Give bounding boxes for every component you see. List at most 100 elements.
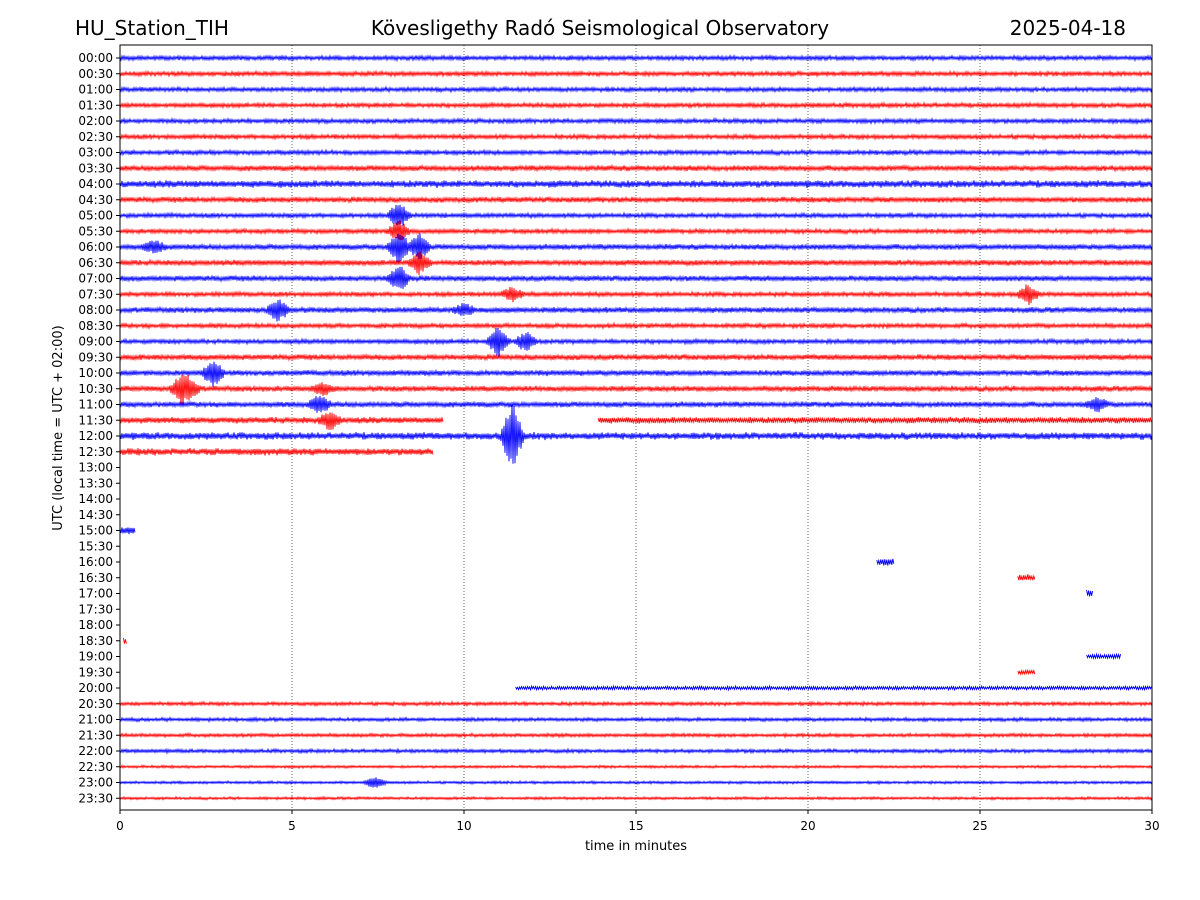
- x-tick-label: 25: [972, 819, 987, 833]
- trace-blue-2000: [515, 684, 1153, 692]
- y-tick-label: 09:30: [78, 350, 113, 364]
- y-tick-label: 19:00: [78, 650, 113, 664]
- y-tick-label: 23:00: [78, 776, 113, 790]
- trace-red-2230: [119, 764, 1153, 770]
- y-tick-label: 03:30: [78, 161, 113, 175]
- trace-red-1130: [119, 412, 444, 431]
- y-tick-label: 15:30: [78, 539, 113, 553]
- trace-blue-2300: [119, 777, 1153, 788]
- y-tick-label: 16:30: [78, 571, 113, 585]
- x-tick-label: 15: [628, 819, 643, 833]
- trace-red-0630: [119, 251, 1153, 276]
- trace-blue-0600: [119, 233, 1153, 264]
- y-tick-label: 18:00: [78, 618, 113, 632]
- trace-blue-1100: [119, 395, 1153, 413]
- y-tick-label: 01:00: [78, 83, 113, 97]
- y-tick-label: 12:00: [78, 429, 113, 443]
- trace-red-0430: [119, 195, 1153, 205]
- trace-red-1130: [597, 416, 1152, 425]
- y-tick-label: 09:00: [78, 335, 113, 349]
- y-tick-label: 11:00: [78, 398, 113, 412]
- trace-blue-0300: [119, 148, 1153, 157]
- trace-blue-1500: [119, 527, 136, 535]
- trace-blue-2200: [119, 747, 1153, 755]
- y-tick-label: 05:00: [78, 209, 113, 223]
- trace-blue-1700: [1086, 589, 1094, 597]
- y-tick-label: 17:00: [78, 587, 113, 601]
- trace-red-1830: [122, 637, 127, 644]
- x-tick-label: 5: [288, 819, 296, 833]
- y-tick-label: 06:00: [78, 240, 113, 254]
- y-tick-label: 10:30: [78, 382, 113, 396]
- y-tick-label: 18:30: [78, 634, 113, 648]
- y-tick-label: 04:30: [78, 193, 113, 207]
- station-name: HU_Station_TIH: [75, 16, 229, 40]
- trace-red-2330: [119, 795, 1153, 801]
- trace-red-0130: [119, 101, 1153, 110]
- y-tick-label: 06:30: [78, 256, 113, 270]
- x-tick-label: 30: [1144, 819, 1159, 833]
- y-tick-label: 02:30: [78, 130, 113, 144]
- trace-blue-0800: [119, 299, 1153, 322]
- trace-blue-2100: [119, 715, 1153, 724]
- y-tick-label: 20:30: [78, 697, 113, 711]
- grid-lines: [291, 45, 981, 810]
- y-tick-label: 12:30: [78, 445, 113, 459]
- trace-blue-0500: [119, 204, 1153, 226]
- chart-title: Kövesligethy Radó Seismological Observat…: [371, 16, 829, 40]
- y-axis-label: UTC (local time = UTC + 02:00): [51, 325, 66, 530]
- y-tick-label: 15:00: [78, 524, 113, 538]
- trace-red-1930: [1017, 668, 1036, 676]
- trace-red-0930: [119, 353, 1153, 362]
- trace-blue-1600: [876, 558, 895, 566]
- y-tick-label: 20:00: [78, 681, 113, 695]
- y-tick-label: 14:30: [78, 508, 113, 522]
- y-tick-label: 21:30: [78, 728, 113, 742]
- x-tick-label: 10: [456, 819, 471, 833]
- y-tick-label: 13:00: [78, 461, 113, 475]
- y-tick-label: 00:30: [78, 67, 113, 81]
- trace-red-0330: [119, 163, 1153, 173]
- trace-blue-0200: [119, 116, 1153, 126]
- seismic-traces: [119, 53, 1153, 801]
- x-tick-label: 20: [800, 819, 815, 833]
- trace-blue-0700: [119, 266, 1153, 289]
- trace-blue-0900: [119, 327, 1153, 359]
- y-tick-label: 11:30: [78, 413, 113, 427]
- trace-blue-0400: [119, 180, 1153, 189]
- trace-blue-1000: [119, 361, 1153, 387]
- y-tick-label: 16:00: [78, 555, 113, 569]
- trace-red-0230: [119, 132, 1153, 141]
- y-tick-label: 13:30: [78, 476, 113, 490]
- y-tick-label: 03:00: [78, 146, 113, 160]
- y-tick-label: 08:30: [78, 319, 113, 333]
- x-axis: 0 5 10 15 20 25 30: [116, 810, 1160, 833]
- y-tick-label: 22:30: [78, 760, 113, 774]
- y-tick-label: 22:00: [78, 744, 113, 758]
- trace-red-0030: [119, 69, 1153, 78]
- trace-red-1230: [119, 448, 434, 456]
- trace-red-2130: [119, 731, 1153, 739]
- trace-blue-0000: [119, 53, 1153, 63]
- trace-red-0730: [119, 284, 1153, 306]
- y-tick-label: 23:30: [78, 791, 113, 805]
- trace-red-0830: [119, 321, 1153, 330]
- y-tick-label: 17:30: [78, 602, 113, 616]
- trace-blue-0100: [119, 85, 1153, 94]
- trace-red-2030: [119, 700, 1153, 708]
- y-tick-label: 05:30: [78, 224, 113, 238]
- y-tick-label: 00:00: [78, 51, 113, 65]
- y-tick-label: 02:00: [78, 114, 113, 128]
- y-tick-label: 08:00: [78, 303, 113, 317]
- trace-blue-1200: [119, 401, 1153, 464]
- y-tick-label: 07:00: [78, 272, 113, 286]
- y-tick-label: 19:30: [78, 665, 113, 679]
- trace-red-0530: [119, 220, 1153, 241]
- trace-blue-1900: [1086, 652, 1122, 661]
- y-tick-label: 07:30: [78, 287, 113, 301]
- trace-red-1630: [1017, 574, 1036, 582]
- x-tick-label: 0: [116, 819, 124, 833]
- y-tick-label: 01:30: [78, 98, 113, 112]
